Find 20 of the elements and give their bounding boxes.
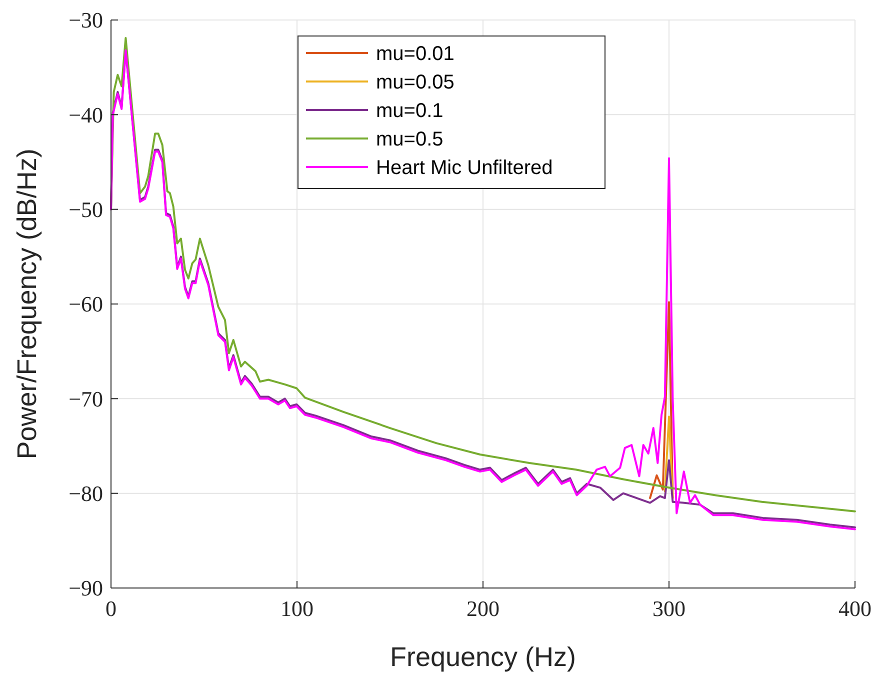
y-axis-title: Power/Frequency (dB/Hz) — [12, 148, 42, 460]
x-tick-label: 400 — [838, 596, 872, 621]
y-tick-label: −60 — [68, 292, 103, 317]
y-tick-label: −30 — [68, 8, 103, 33]
legend-label: mu=0.05 — [376, 72, 454, 94]
legend-label: Heart Mic Unfiltered — [376, 157, 553, 179]
x-tick-label: 0 — [106, 596, 116, 621]
legend-label: mu=0.01 — [376, 43, 454, 65]
y-tick-label: −40 — [68, 102, 103, 128]
y-tick-label: −80 — [68, 481, 103, 506]
x-tick-label: 100 — [280, 596, 314, 621]
y-tick-label: −70 — [68, 386, 103, 412]
x-axis-title: Frequency (Hz) — [390, 642, 576, 672]
y-tick-label: −50 — [68, 197, 103, 222]
y-tick-label: −90 — [68, 576, 103, 601]
legend-label: mu=0.5 — [376, 128, 444, 150]
line-series — [649, 301, 674, 500]
x-tick-label: 300 — [652, 596, 686, 621]
x-tick-label: 200 — [466, 596, 500, 621]
legend-label: mu=0.1 — [376, 100, 444, 122]
